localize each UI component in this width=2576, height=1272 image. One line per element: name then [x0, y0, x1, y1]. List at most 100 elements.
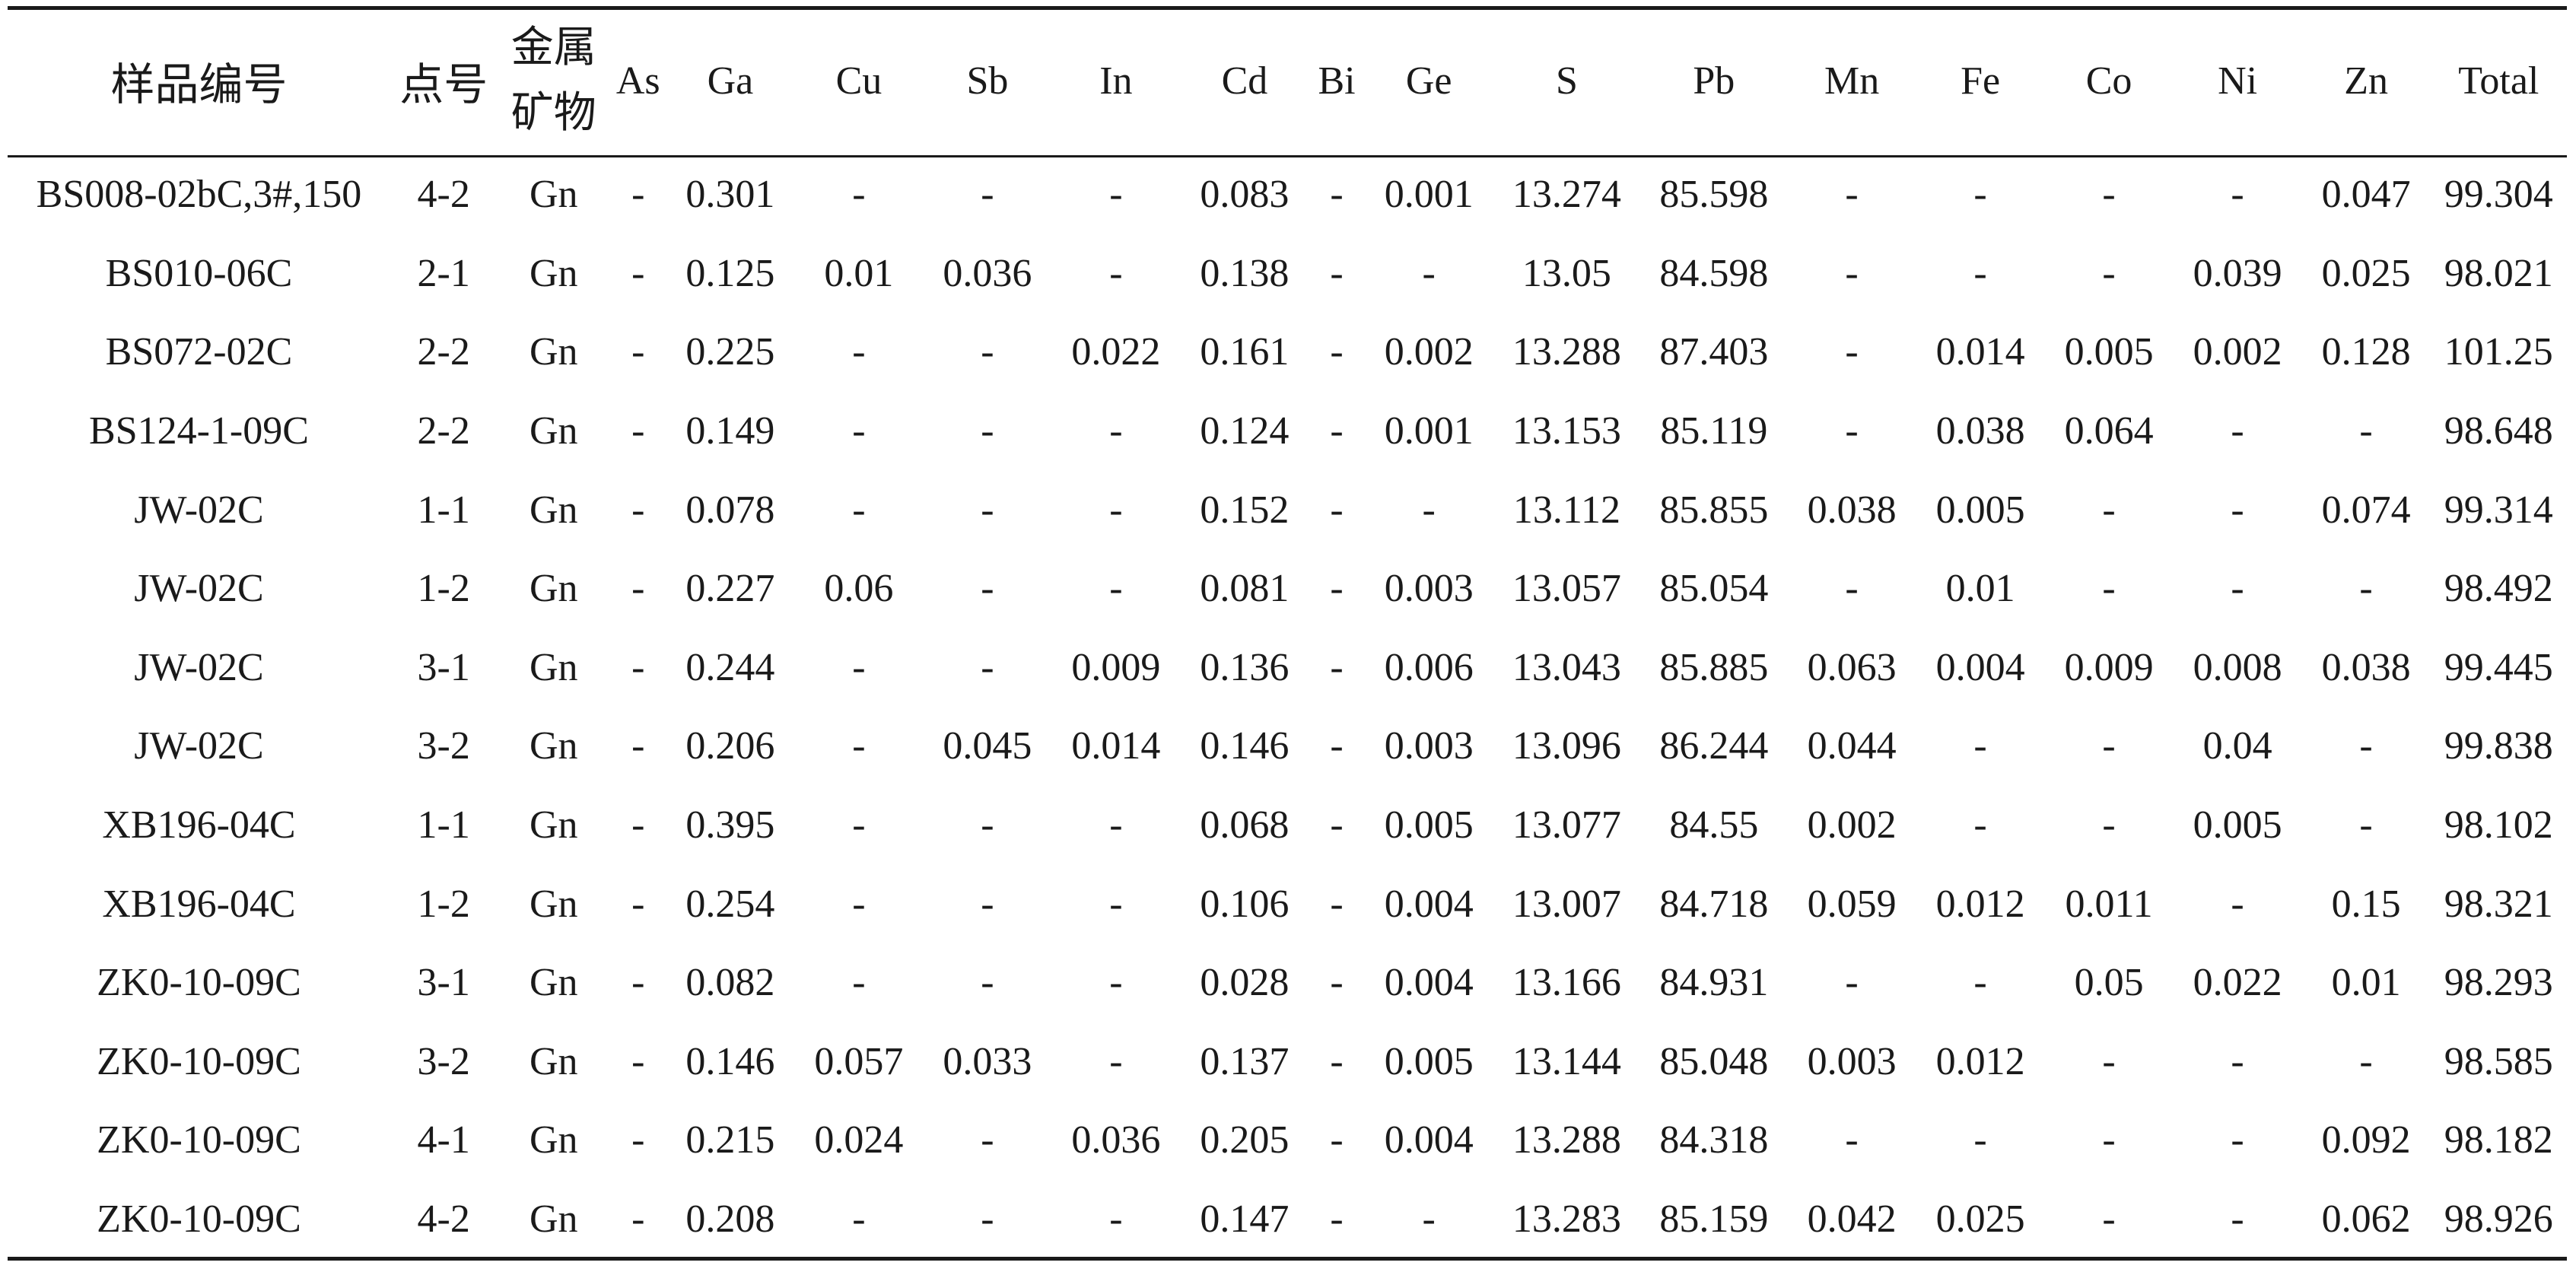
- table-cell: 84.931: [1659, 961, 1769, 1005]
- table-cell: -: [1845, 961, 1859, 1005]
- table-cell: 0.059: [1807, 882, 1897, 926]
- column-header: Bi: [1318, 59, 1356, 103]
- table-cell: 0.036: [943, 251, 1032, 295]
- table-cell: 98.321: [2444, 882, 2553, 926]
- sample-id-cell: ZK0-10-09C: [97, 1039, 301, 1083]
- table-cell: -: [2231, 1118, 2244, 1162]
- table-cell: 0.06: [824, 567, 894, 611]
- table-cell: 0.215: [685, 1118, 775, 1162]
- table-cell: 0.068: [1200, 803, 1290, 847]
- sample-id-cell: BS010-06C: [105, 251, 293, 295]
- table-cell: 3-2: [417, 1039, 470, 1083]
- table-cell: 13.153: [1512, 409, 1621, 453]
- table-cell: 0.092: [2321, 1118, 2411, 1162]
- table-cell: 0.395: [685, 803, 775, 847]
- table-cell: Gn: [530, 251, 578, 295]
- table-cell: 0.038: [1807, 488, 1897, 532]
- table-cell: 85.159: [1659, 1197, 1769, 1242]
- table-cell: -: [2231, 1197, 2244, 1242]
- table-cell: 0.005: [1384, 803, 1474, 847]
- table-cell: -: [631, 330, 645, 374]
- table-cell: -: [631, 724, 645, 768]
- table-cell: 0.025: [2321, 251, 2411, 295]
- column-header: S: [1555, 59, 1578, 103]
- table-cell: 99.314: [2444, 488, 2553, 532]
- table-cell: 0.003: [1384, 567, 1474, 611]
- table-row: XB196-04C 1-2 Gn -0.254- - -0.106-0.004 13.007…: [8, 864, 2567, 943]
- table-cell: -: [1330, 330, 1344, 374]
- table-cell: -: [852, 409, 866, 453]
- table-cell: 4-2: [417, 1197, 470, 1242]
- column-header: Total: [2458, 59, 2539, 103]
- sample-id-cell: JW-02C: [134, 724, 264, 768]
- table-cell: 99.304: [2444, 173, 2553, 217]
- table-row: JW-02C 1-1 Gn -0.078- - -0.152- -13.112 85.855 0…: [8, 470, 2567, 549]
- table-cell: -: [1109, 488, 1123, 532]
- sample-id-cell: ZK0-10-09C: [97, 1118, 301, 1162]
- table-cell: 0.024: [814, 1118, 904, 1162]
- table-cell: -: [1109, 882, 1123, 926]
- table-cell: 85.054: [1659, 567, 1769, 611]
- table-cell: 2-1: [417, 251, 470, 295]
- table-cell: 13.096: [1512, 724, 1621, 768]
- table-cell: 84.598: [1659, 251, 1769, 295]
- column-header: 样品编号: [110, 60, 288, 110]
- table-cell: 0.128: [2321, 330, 2411, 374]
- table-cell: -: [1109, 1039, 1123, 1083]
- table-row: ZK0-10-09C 4-2 Gn -0.208- - -0.147- -13.283 85.…: [8, 1180, 2567, 1259]
- table-row: BS072-02C 2-2 Gn -0.225- -0.022 0.161-0.002 13…: [8, 313, 2567, 392]
- bottom-rule: [8, 1257, 2567, 1261]
- table-cell: Gn: [530, 882, 578, 926]
- top-rule: [8, 6, 2567, 10]
- table-cell: 0.008: [2193, 645, 2282, 689]
- table-cell: -: [852, 1197, 866, 1242]
- table-cell: -: [852, 330, 866, 374]
- table-cell: 0.15: [2331, 882, 2401, 926]
- table-cell: -: [2359, 409, 2373, 453]
- table-body: BS008-02bC,3#,150 4-2 Gn -0.301- - -0.083-0.0…: [8, 155, 2567, 1258]
- table-cell: -: [631, 882, 645, 926]
- table-cell: 0.05: [2074, 961, 2144, 1005]
- column-header: In: [1099, 59, 1133, 103]
- sample-id-cell: BS008-02bC,3#,150: [36, 173, 362, 217]
- table-cell: -: [1330, 488, 1344, 532]
- column-header: Fe: [1961, 59, 2001, 103]
- table-cell: 1-1: [417, 488, 470, 532]
- column-header: Cu: [835, 59, 883, 103]
- table-cell: 98.926: [2444, 1197, 2553, 1242]
- table-cell: -: [1422, 488, 1436, 532]
- table-cell: -: [1845, 409, 1859, 453]
- table-cell: -: [1330, 724, 1344, 768]
- table-cell: 0.014: [1071, 724, 1161, 768]
- table-cell: 98.102: [2444, 803, 2553, 847]
- table-cell: 98.492: [2444, 567, 2553, 611]
- table-cell: -: [631, 1197, 645, 1242]
- table-cell: 0.063: [1807, 645, 1897, 689]
- table-cell: 84.718: [1659, 882, 1769, 926]
- table-cell: 0.012: [1935, 882, 2025, 926]
- table-cell: Gn: [530, 1197, 578, 1242]
- sample-id-cell: BS072-02C: [105, 330, 293, 374]
- table-cell: 0.01: [824, 251, 894, 295]
- column-header: Zn: [2344, 59, 2388, 103]
- table-cell: 0.001: [1384, 409, 1474, 453]
- table-row: XB196-04C 1-1 Gn -0.395- - -0.068-0.005 13.077…: [8, 786, 2567, 865]
- table-cell: 0.064: [2064, 409, 2154, 453]
- table-cell: -: [2231, 409, 2244, 453]
- table-cell: 0.152: [1200, 488, 1290, 532]
- sample-id-cell: JW-02C: [134, 567, 264, 611]
- table-cell: 0.205: [1200, 1118, 1290, 1162]
- table-cell: -: [1330, 1118, 1344, 1162]
- table-cell: -: [1330, 567, 1344, 611]
- table-cell: -: [1973, 251, 1987, 295]
- table-cell: 0.025: [1935, 1197, 2025, 1242]
- table-cell: -: [1845, 1118, 1859, 1162]
- table-cell: -: [2102, 251, 2116, 295]
- table-cell: -: [1109, 803, 1123, 847]
- table-cell: -: [2102, 1118, 2116, 1162]
- table-cell: 13.166: [1512, 961, 1621, 1005]
- table-cell: 0.082: [685, 961, 775, 1005]
- table-cell: -: [631, 488, 645, 532]
- table-cell: 0.038: [2321, 645, 2411, 689]
